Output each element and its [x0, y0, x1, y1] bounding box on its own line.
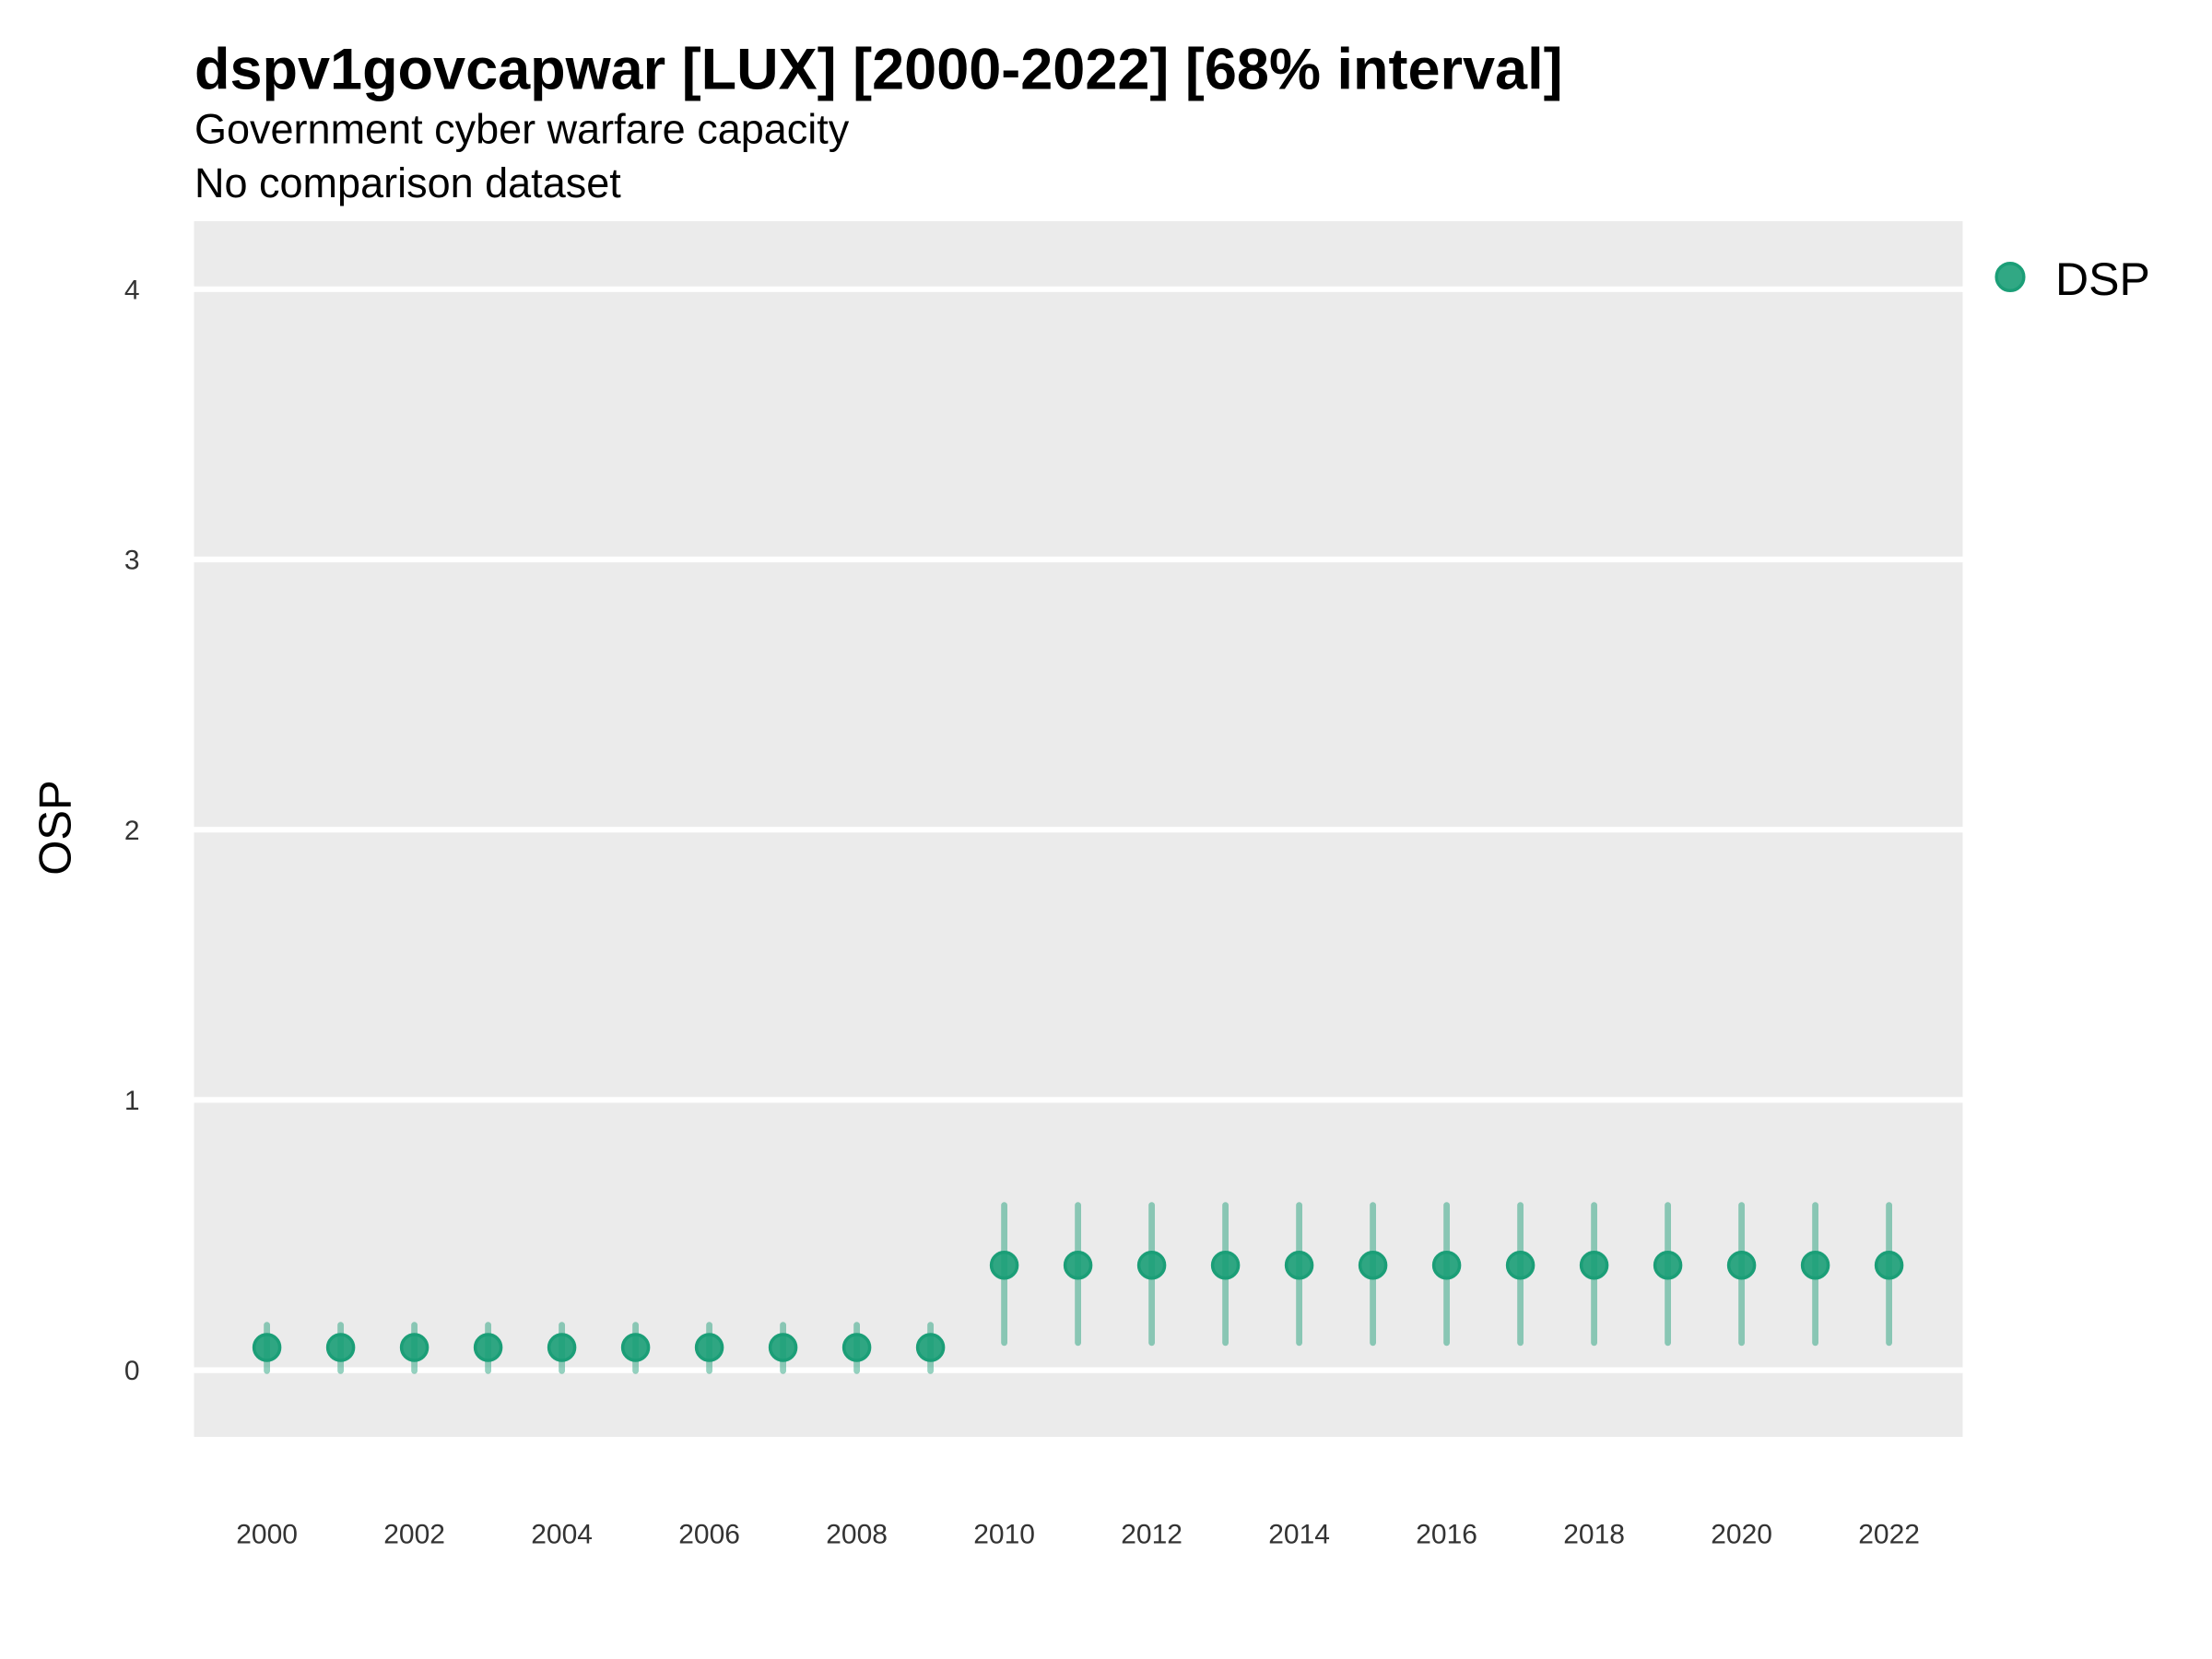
- svg-text:dspv1govcapwar [LUX] [2000-202: dspv1govcapwar [LUX] [2000-2022] [68% in…: [194, 38, 1563, 102]
- svg-text:3: 3: [124, 546, 140, 576]
- svg-text:DSP: DSP: [2055, 253, 2150, 305]
- svg-text:Government cyber warfare capac: Government cyber warfare capacity: [194, 106, 850, 153]
- svg-text:4: 4: [124, 275, 140, 305]
- svg-text:2020: 2020: [1711, 1520, 1772, 1550]
- svg-text:2018: 2018: [1563, 1520, 1625, 1550]
- svg-text:2002: 2002: [383, 1520, 445, 1550]
- svg-text:2004: 2004: [531, 1520, 593, 1550]
- svg-text:0: 0: [124, 1356, 140, 1386]
- svg-text:2012: 2012: [1121, 1520, 1182, 1550]
- svg-text:2022: 2022: [1858, 1520, 1920, 1550]
- svg-text:2006: 2006: [678, 1520, 740, 1550]
- svg-text:1: 1: [124, 1086, 140, 1116]
- svg-text:2000: 2000: [236, 1520, 298, 1550]
- svg-text:2014: 2014: [1268, 1520, 1330, 1550]
- svg-text:2008: 2008: [826, 1520, 888, 1550]
- svg-text:2010: 2010: [973, 1520, 1035, 1550]
- svg-text:OSP: OSP: [31, 780, 81, 875]
- svg-text:2: 2: [124, 816, 140, 846]
- svg-text:2016: 2016: [1416, 1520, 1477, 1550]
- svg-text:No comparison dataset: No comparison dataset: [194, 159, 621, 206]
